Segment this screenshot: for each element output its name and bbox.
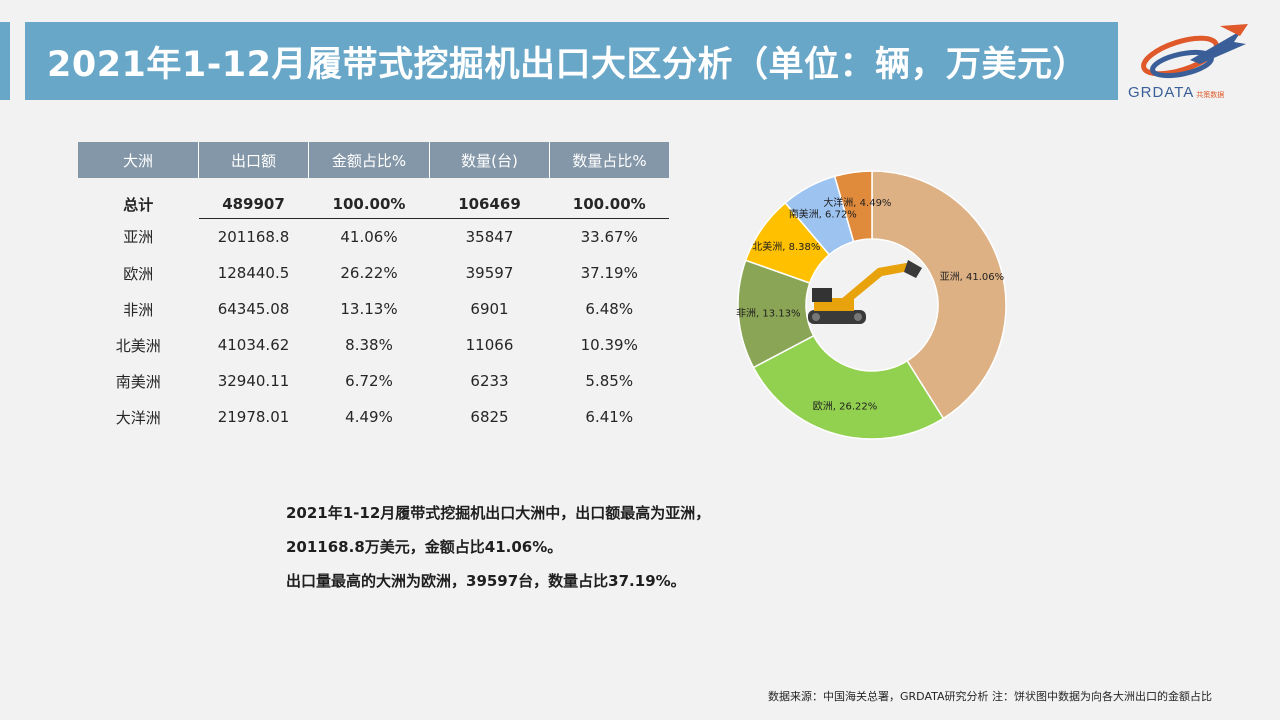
table-row: 大洋洲 21978.01 4.49% 6825 6.41% bbox=[78, 399, 669, 435]
slice-label: 北美洲, 8.38% bbox=[752, 240, 820, 253]
col-header-continent: 大洲 bbox=[78, 142, 199, 178]
table-cell: 32940.11 bbox=[217, 372, 290, 390]
table-row: 南美洲 32940.11 6.72% 6233 5.85% bbox=[78, 363, 669, 399]
table-cell: 非洲 bbox=[123, 300, 154, 319]
donut-slice bbox=[833, 170, 873, 243]
table-cell: 64345.08 bbox=[217, 300, 290, 318]
slice-label: 亚洲, 41.06% bbox=[940, 271, 1005, 283]
export-table: 大洲 出口额 金额占比% 数量(台) 数量占比% 总计 489907 100.0… bbox=[78, 142, 669, 435]
table-cell: 33.67% bbox=[580, 228, 638, 246]
table-cell: 5.85% bbox=[585, 372, 634, 390]
summary-line: 出口量最高的大洲为欧洲，39597台，数量占比37.19%。 bbox=[286, 572, 686, 590]
col-header-value-share: 金额占比% bbox=[308, 142, 430, 178]
table-cell: 128440.5 bbox=[217, 264, 290, 282]
col-header-export-value: 出口额 bbox=[198, 142, 309, 178]
slice-label: 欧洲, 26.22% bbox=[813, 400, 878, 412]
title-bar: 2021年1-12月履带式挖掘机出口大区分析（单位：辆，万美元） bbox=[25, 22, 1118, 100]
slice-label: 南美洲, 6.72% bbox=[789, 207, 857, 220]
summary-line: 2021年1-12月履带式挖掘机出口大洲中，出口额最高为亚洲， bbox=[286, 504, 711, 522]
table-cell: 6.41% bbox=[585, 408, 634, 426]
table-cell: 6.48% bbox=[585, 300, 634, 318]
table-cell: 41.06% bbox=[340, 228, 398, 246]
excavator-icon bbox=[808, 260, 922, 324]
table-cell: 37.19% bbox=[580, 264, 638, 282]
logo-subname: 共策数据 bbox=[1196, 92, 1225, 99]
table-cell: 4.49% bbox=[345, 408, 393, 426]
slice-label: 非洲, 13.13% bbox=[736, 308, 801, 320]
grdata-logo-icon bbox=[1141, 24, 1248, 79]
slice-label: 大洋洲, 4.49% bbox=[823, 196, 891, 209]
table-row: 北美洲 41034.62 8.38% 11066 10.39% bbox=[78, 327, 669, 363]
table-cell: 8.38% bbox=[345, 336, 393, 354]
table-cell: 亚洲 bbox=[123, 228, 154, 247]
title-accent-bar bbox=[0, 22, 10, 100]
table-cell: 欧洲 bbox=[123, 264, 154, 283]
table-cell: 6901 bbox=[470, 300, 509, 318]
table-cell: 39597 bbox=[465, 264, 514, 282]
table-total-row: 总计 489907 100.00% 106469 100.00% bbox=[78, 190, 669, 219]
table-cell: 10.39% bbox=[580, 336, 638, 354]
table-cell: 南美洲 bbox=[115, 372, 161, 391]
logo-wordmark: GRDATA 共策数据 bbox=[1128, 84, 1224, 101]
table-cell: 大洋洲 bbox=[115, 408, 161, 427]
table-row: 欧洲 128440.5 26.22% 39597 37.19% bbox=[78, 255, 669, 291]
summary-text: 2021年1-12月履带式挖掘机出口大洲中，出口额最高为亚洲， 201168.8… bbox=[286, 496, 710, 598]
table-cell: 201168.8 bbox=[217, 228, 290, 246]
col-header-quantity: 数量(台) bbox=[429, 142, 550, 178]
table-cell: 100.00% bbox=[549, 190, 669, 219]
table-cell: 489907 bbox=[198, 190, 309, 219]
table-cell: 6233 bbox=[470, 372, 509, 390]
source-note: 数据来源：中国海关总署，GRDATA研究分析 注：饼状图中数据为向各大洲出口的金… bbox=[768, 690, 1212, 703]
table-row: 亚洲 201168.8 41.06% 35847 33.67% bbox=[78, 219, 669, 256]
table-cell: 总计 bbox=[123, 195, 154, 214]
donut-slice bbox=[871, 170, 1007, 420]
table-cell: 11066 bbox=[465, 336, 514, 354]
table-cell: 21978.01 bbox=[217, 408, 290, 426]
table-cell: 35847 bbox=[465, 228, 514, 246]
table-cell: 100.00% bbox=[308, 190, 430, 219]
logo-name: GRDATA bbox=[1128, 84, 1195, 101]
table-cell: 26.22% bbox=[340, 264, 398, 282]
donut-chart: 亚洲, 41.06% 欧洲, 26.22% 非洲, 13.13% 北美洲, 8.38%… bbox=[736, 170, 1007, 440]
table-cell: 6.72% bbox=[345, 372, 393, 390]
col-header-quantity-share: 数量占比% bbox=[549, 142, 669, 178]
table-header-row: 大洲 出口额 金额占比% 数量(台) 数量占比% bbox=[78, 142, 669, 178]
donut-slice bbox=[752, 334, 945, 440]
table-cell: 13.13% bbox=[340, 300, 398, 318]
table-cell: 106469 bbox=[429, 190, 550, 219]
page-title: 2021年1-12月履带式挖掘机出口大区分析（单位：辆，万美元） bbox=[47, 44, 1088, 85]
summary-line: 201168.8万美元，金额占比41.06%。 bbox=[286, 538, 563, 556]
table-cell: 41034.62 bbox=[217, 336, 290, 354]
table-row: 非洲 64345.08 13.13% 6901 6.48% bbox=[78, 291, 669, 327]
table-cell: 北美洲 bbox=[115, 336, 161, 355]
table-cell: 6825 bbox=[470, 408, 509, 426]
